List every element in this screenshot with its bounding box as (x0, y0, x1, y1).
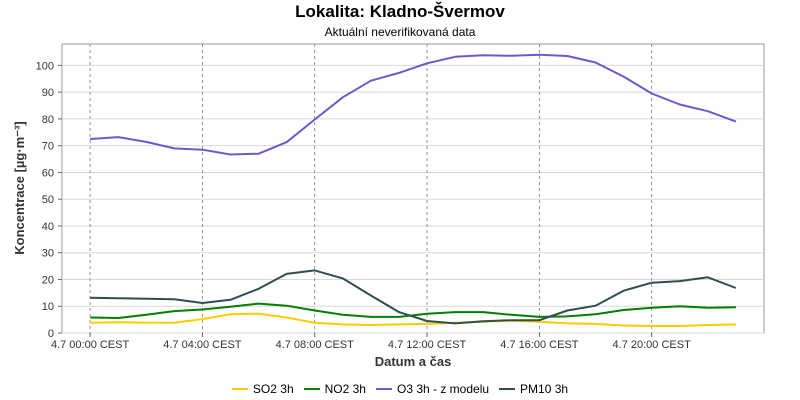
legend-item: O3 3h - z modelu (375, 382, 490, 396)
y-tick-label: 10 (42, 301, 54, 313)
chart-title: Lokalita: Kladno-Švermov (295, 2, 505, 21)
y-tick-label: 20 (42, 274, 54, 286)
x-tick-label: 4.7 20:00 CEST (613, 339, 692, 351)
legend-label: NO2 3h (324, 382, 366, 396)
legend-label: PM10 3h (520, 382, 569, 396)
y-tick-label: 100 (36, 60, 54, 72)
legend-swatch (499, 388, 516, 390)
x-axis-label: Datum a čas (375, 354, 452, 369)
plot-area-frame (61, 43, 765, 334)
legend-label: SO2 3h (252, 382, 294, 396)
x-axis: 4.7 00:00 CEST 4.7 04:00 CEST 4.7 08:00 CE… (51, 333, 691, 351)
x-tick-label: 4.7 04:00 CEST (163, 339, 242, 351)
series-line (90, 312, 736, 327)
series-line (90, 269, 737, 325)
legend-label: O3 3h - z modelu (396, 382, 490, 396)
x-tick-label: 4.7 12:00 CEST (388, 339, 467, 351)
legend-swatch (303, 388, 320, 390)
x-tick-label: 4.7 16:00 CEST (500, 339, 579, 351)
series-line (90, 53, 737, 156)
x-tick-label: 4.7 08:00 CEST (276, 339, 355, 351)
legend-item: PM10 3h (499, 382, 568, 396)
legend-item: NO2 3h (303, 382, 366, 396)
series-group (90, 53, 737, 327)
y-tick-label: 0 (48, 328, 54, 340)
y-tick-label: 30 (42, 248, 54, 260)
grid-lines (62, 44, 764, 334)
y-tick-label: 80 (42, 114, 54, 126)
series-line (90, 302, 736, 319)
y-tick-label: 70 (42, 141, 54, 153)
y-axis-label: Koncentrace [µg·m⁻³] (12, 121, 27, 255)
legend-item: SO2 3h (231, 382, 294, 396)
x-tick-label: 4.7 00:00 CEST (51, 339, 130, 351)
legend-swatch (231, 388, 248, 390)
chart-subtitle: Aktuální neverifikovaná data (324, 25, 476, 39)
legend-swatch (375, 388, 392, 390)
y-tick-label: 50 (42, 194, 54, 206)
y-tick-label: 60 (42, 167, 54, 179)
y-tick-label: 90 (42, 87, 54, 99)
y-axis: 0 10 20 30 40 50 60 70 80 90 100 (36, 60, 62, 340)
legend: SO2 3h NO2 3h O3 3h - z modelu PM10 3h (0, 382, 800, 396)
y-tick-label: 40 (42, 221, 54, 233)
